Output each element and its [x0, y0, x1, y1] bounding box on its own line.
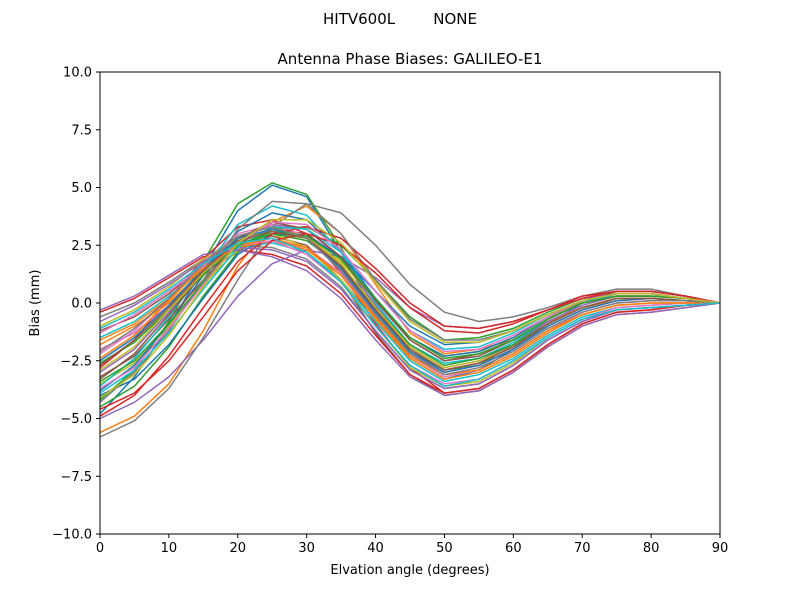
plot-lines — [99, 182, 721, 438]
x-tick-label: 90 — [712, 541, 729, 556]
y-tick-label: 10.0 — [63, 66, 92, 81]
x-tick-label: 60 — [505, 541, 522, 556]
x-tick-label: 40 — [367, 541, 384, 556]
series-line-18 — [99, 202, 721, 438]
series-line-40 — [99, 237, 721, 387]
x-tick-label: 10 — [161, 541, 178, 556]
series-line-33 — [99, 230, 721, 383]
y-tick-label: −2.5 — [60, 354, 92, 369]
y-tick-label: 7.5 — [71, 123, 92, 138]
y-axis: −10.0 −7.5 −5.0 −2.5 0.0 2.5 5.0 7.5 10.0 — [52, 66, 100, 543]
series-line-34 — [99, 232, 721, 410]
chart-title: Antenna Phase Biases: GALILEO-E1 — [278, 50, 543, 68]
series-line-14 — [99, 249, 721, 394]
y-tick-label: −5.0 — [60, 412, 92, 427]
x-tick-label: 70 — [574, 541, 591, 556]
series-line-35 — [99, 249, 721, 397]
x-tick-label: 20 — [230, 541, 247, 556]
x-axis: 0 10 20 30 40 50 60 70 80 90 — [96, 534, 728, 556]
figure-suptitle: HITV600L NONE — [323, 10, 477, 28]
y-axis-label: Bias (mm) — [28, 270, 43, 337]
y-tick-label: 0.0 — [71, 297, 92, 312]
y-tick-label: −7.5 — [60, 470, 92, 485]
x-tick-label: 30 — [298, 541, 315, 556]
x-axis-label: Elvation angle (degrees) — [330, 563, 489, 578]
x-tick-label: 50 — [436, 541, 453, 556]
series-line-36 — [99, 230, 721, 371]
y-tick-label: −10.0 — [52, 528, 92, 543]
x-tick-label: 80 — [643, 541, 660, 556]
y-tick-label: 2.5 — [71, 239, 92, 254]
series-line-32 — [99, 237, 720, 380]
series-line-39 — [99, 219, 721, 399]
x-tick-label: 0 — [96, 541, 104, 556]
y-tick-label: 5.0 — [71, 181, 92, 196]
